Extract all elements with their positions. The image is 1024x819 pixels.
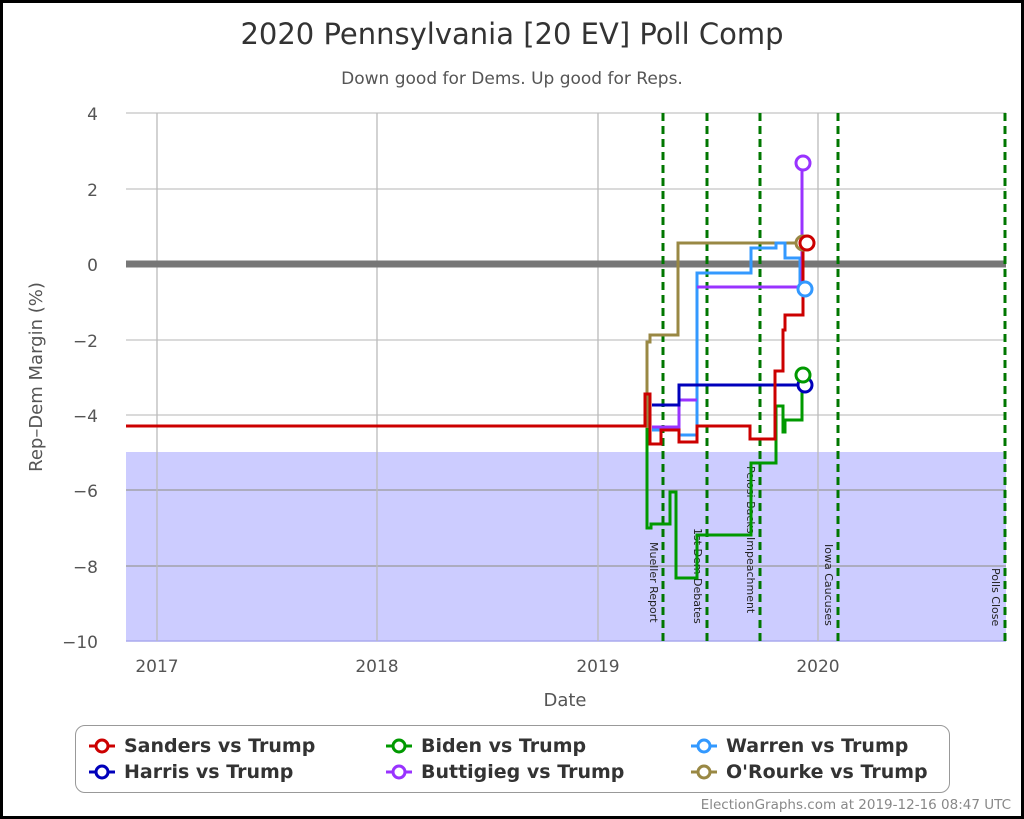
legend-item-biden[interactable]: Biden vs Trump: [385, 735, 586, 757]
event-label-impeachment: Pelosi Backs Impeachment: [744, 466, 757, 614]
marker-buttigieg: [794, 154, 812, 172]
legend-item-orourke[interactable]: O'Rourke vs Trump: [690, 761, 928, 783]
plot-area: 4 2 0 −2 −4 −6 −8 −10 2017 2018 2019 202…: [26, 105, 1007, 711]
legend-label: O'Rourke vs Trump: [726, 761, 928, 783]
x-tick: 2019: [576, 657, 619, 677]
y-tick: −10: [62, 633, 98, 653]
marker-warren: [796, 280, 814, 298]
series-biden: [645, 375, 804, 580]
y-tick: −8: [73, 558, 98, 578]
legend-item-warren[interactable]: Warren vs Trump: [690, 735, 908, 757]
series-orourke: [645, 241, 800, 428]
y-tick: −2: [73, 332, 98, 352]
legend-label: Biden vs Trump: [421, 735, 587, 757]
y-tick: −4: [73, 407, 98, 427]
circle-marker-icon: [89, 764, 115, 780]
legend-label: Harris vs Trump: [124, 761, 294, 783]
y-tick: 0: [87, 256, 98, 276]
event-label-mueller: Mueller Report: [647, 542, 660, 623]
series-harris: [652, 383, 800, 407]
event-label-polls-close: Polls Close: [989, 568, 1002, 627]
y-tick: 2: [87, 181, 98, 201]
h-grid: [126, 112, 1006, 567]
legend-label: Warren vs Trump: [726, 735, 909, 757]
v-grid: [156, 113, 819, 641]
credit-text: ElectionGraphs.com at 2019-12-16 08:47 U…: [700, 797, 1011, 813]
event-lines: [661, 113, 1007, 641]
series-sanders: [126, 243, 805, 446]
series-buttigieg: [652, 398, 697, 429]
x-tick: 2020: [796, 657, 839, 677]
marker-sanders: [798, 234, 816, 252]
chart-frame: 2020 Pennsylvania [20 EV] Poll Comp Down…: [3, 3, 1021, 816]
y-axis-label: Rep–Dem Margin (%): [26, 282, 47, 472]
chart-subtitle: Down good for Dems. Up good for Reps.: [341, 69, 683, 89]
legend-item-sanders[interactable]: Sanders vs Trump: [88, 735, 315, 757]
circle-marker-icon: [89, 738, 115, 754]
y-tick: −6: [73, 482, 98, 502]
circle-marker-icon: [386, 764, 412, 780]
x-tick: 2018: [355, 657, 398, 677]
marker-biden: [794, 366, 812, 384]
circle-marker-icon: [691, 738, 717, 754]
circle-marker-icon: [386, 738, 412, 754]
y-tick: 4: [87, 105, 98, 125]
event-label-iowa: Iowa Caucuses: [822, 544, 835, 626]
x-axis-label: Date: [543, 690, 586, 711]
strong-dem-band: [126, 452, 1006, 641]
legend-item-harris[interactable]: Harris vs Trump: [88, 761, 293, 783]
x-tick: 2017: [135, 657, 178, 677]
chart-title: 2020 Pennsylvania [20 EV] Poll Comp: [240, 17, 784, 51]
legend: Sanders vs Trump Biden vs Trump Warren v…: [75, 725, 950, 793]
legend-label: Buttigieg vs Trump: [421, 761, 625, 783]
circle-marker-icon: [691, 764, 717, 780]
legend-label: Sanders vs Trump: [124, 735, 316, 757]
legend-item-buttigieg[interactable]: Buttigieg vs Trump: [385, 761, 624, 783]
